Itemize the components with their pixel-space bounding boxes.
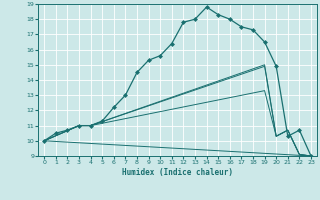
X-axis label: Humidex (Indice chaleur): Humidex (Indice chaleur)	[122, 168, 233, 177]
